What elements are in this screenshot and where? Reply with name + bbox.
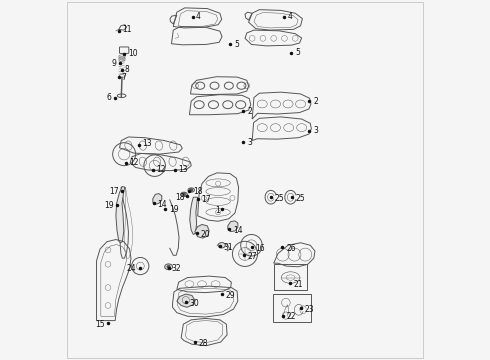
Text: 19: 19 xyxy=(104,201,113,210)
Text: 9: 9 xyxy=(112,59,117,68)
Circle shape xyxy=(182,193,186,196)
Text: 12: 12 xyxy=(129,158,139,167)
Text: 18: 18 xyxy=(193,187,202,196)
Polygon shape xyxy=(116,186,125,243)
Text: 29: 29 xyxy=(226,291,236,300)
Text: 25: 25 xyxy=(275,194,284,203)
Circle shape xyxy=(167,265,171,269)
Text: 6: 6 xyxy=(106,93,111,102)
Text: 24: 24 xyxy=(126,265,136,274)
Text: 30: 30 xyxy=(190,299,199,308)
Text: 21: 21 xyxy=(294,280,303,289)
Ellipse shape xyxy=(218,243,225,248)
Text: 8: 8 xyxy=(125,65,130,74)
Text: 16: 16 xyxy=(255,244,265,253)
Text: 23: 23 xyxy=(305,305,315,314)
Text: 13: 13 xyxy=(142,139,152,148)
Text: 22: 22 xyxy=(286,312,296,321)
Circle shape xyxy=(190,188,193,192)
Text: 28: 28 xyxy=(198,339,208,348)
Text: 1: 1 xyxy=(215,206,220,215)
Polygon shape xyxy=(190,197,197,234)
Ellipse shape xyxy=(181,192,187,197)
Text: 2: 2 xyxy=(313,96,318,105)
Text: 19: 19 xyxy=(169,205,178,214)
Text: 18: 18 xyxy=(175,193,184,202)
Text: 10: 10 xyxy=(128,49,138,58)
Text: 14: 14 xyxy=(233,226,243,235)
Text: 26: 26 xyxy=(286,244,296,253)
Text: 25: 25 xyxy=(295,194,305,203)
Text: 20: 20 xyxy=(201,230,211,239)
Text: 17: 17 xyxy=(201,195,211,204)
Polygon shape xyxy=(153,194,162,204)
Text: 3: 3 xyxy=(247,138,252,147)
Text: 17: 17 xyxy=(109,187,119,196)
Text: 7: 7 xyxy=(122,73,126,82)
Text: 2: 2 xyxy=(247,107,252,116)
Text: 13: 13 xyxy=(179,166,188,175)
Text: 4: 4 xyxy=(196,12,200,21)
Ellipse shape xyxy=(165,264,172,270)
Text: 31: 31 xyxy=(223,243,233,252)
Ellipse shape xyxy=(188,188,195,192)
Polygon shape xyxy=(177,294,195,307)
Polygon shape xyxy=(228,221,238,231)
Text: 3: 3 xyxy=(313,126,318,135)
Text: 27: 27 xyxy=(248,252,257,261)
Text: 12: 12 xyxy=(156,166,166,175)
Text: 5: 5 xyxy=(295,48,300,57)
Polygon shape xyxy=(195,225,209,238)
Text: 14: 14 xyxy=(157,199,167,208)
Text: 5: 5 xyxy=(234,40,239,49)
Text: 32: 32 xyxy=(172,265,181,274)
Text: 15: 15 xyxy=(96,320,105,329)
Text: 11: 11 xyxy=(122,25,132,34)
Text: 4: 4 xyxy=(288,12,293,21)
